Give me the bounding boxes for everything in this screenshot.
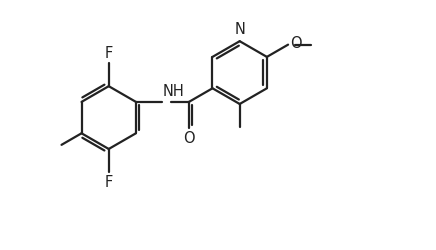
Text: O: O [290,36,302,51]
Text: O: O [183,131,195,146]
Text: F: F [105,174,113,190]
Text: N: N [234,22,245,37]
Text: NH: NH [163,84,184,99]
Text: F: F [105,46,113,60]
